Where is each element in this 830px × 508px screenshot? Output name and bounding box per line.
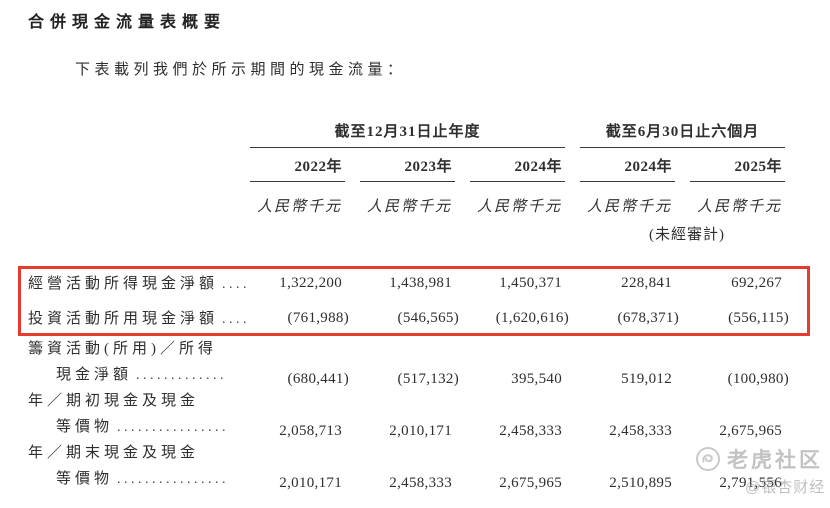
value-cell: 2,010,171 bbox=[279, 475, 342, 491]
unit-label: 人民幣千元 bbox=[697, 199, 783, 215]
unaudited-cell: (未經審計) bbox=[565, 216, 724, 244]
table-row: 經營活動所得現金淨額.... 1,322,200 1,438,981 1,450,37… bbox=[25, 266, 785, 301]
row-label: 年／期末現金及現金 等價物................ bbox=[28, 445, 230, 487]
unit-row: 人民幣千元 人民幣千元 人民幣千元 人民幣千元 人民幣千元 bbox=[25, 182, 785, 216]
unit-label: 人民幣千元 bbox=[476, 199, 562, 215]
row-label: 投資活動所用現金淨額.... bbox=[28, 310, 251, 327]
dot-leader: ................ bbox=[117, 472, 230, 487]
row-label: 年／期初現金及現金 等價物................ bbox=[28, 393, 230, 435]
intro-text: 下表載列我們於所示期間的現金流量： bbox=[75, 62, 407, 78]
empty-cell bbox=[25, 182, 235, 216]
empty-cell bbox=[25, 112, 235, 148]
value-cell: 692,267 bbox=[731, 275, 783, 291]
value-cell: (100,980) bbox=[727, 371, 790, 387]
value-cell: 519,012 bbox=[621, 371, 672, 387]
unit-label: 人民幣千元 bbox=[256, 199, 342, 215]
spacer-row bbox=[25, 244, 785, 266]
unit-label: 人民幣千元 bbox=[366, 199, 452, 215]
value-cell: (761,988) bbox=[287, 310, 349, 326]
value-cell: (678,371) bbox=[617, 310, 679, 326]
value-cell: 1,450,371 bbox=[499, 275, 562, 291]
year-header-2023: 2023年 bbox=[360, 155, 455, 182]
year-header-2024-interim: 2024年 bbox=[580, 155, 675, 182]
year-header-2025: 2025年 bbox=[690, 155, 786, 182]
cashflow-table: 截至12月31日止年度 截至6月30日止六個月 2022年 2023年 2024… bbox=[25, 112, 790, 492]
col-group-annual-cell: 截至12月31日止年度 bbox=[235, 112, 565, 148]
row-label: 經營活動所得現金淨額.... bbox=[28, 275, 251, 292]
value-cell: (546,565) bbox=[397, 310, 459, 326]
page-title: 合併現金流量表概要 bbox=[28, 14, 227, 31]
dot-leader: .... bbox=[222, 311, 251, 327]
table-row: 籌資活動(所用)／所得 現金淨額............. (680,441) (51… bbox=[25, 336, 790, 388]
dot-leader: ............. bbox=[136, 368, 228, 383]
value-cell: (517,132) bbox=[397, 371, 459, 387]
unaudited-note: (未經審計) bbox=[649, 227, 725, 243]
value-cell: 395,540 bbox=[511, 371, 562, 387]
value-cell: (556,115) bbox=[728, 310, 790, 326]
col-group-annual: 截至12月31日止年度 bbox=[250, 120, 565, 148]
value-cell: 2,010,171 bbox=[389, 423, 452, 439]
value-cell: 1,322,200 bbox=[279, 275, 342, 291]
unit-label: 人民幣千元 bbox=[586, 199, 672, 215]
value-cell: 2,510,895 bbox=[609, 475, 672, 491]
value-cell: (1,620,616) bbox=[495, 310, 569, 326]
value-cell: 2,058,713 bbox=[279, 423, 342, 439]
value-cell: 2,458,333 bbox=[499, 423, 562, 439]
value-cell: 2,458,333 bbox=[609, 423, 672, 439]
value-cell: 2,791,556 bbox=[719, 475, 783, 491]
value-cell: 228,841 bbox=[621, 275, 672, 291]
year-header-row: 2022年 2023年 2024年 2024年 2025年 bbox=[25, 148, 786, 182]
year-header-2022: 2022年 bbox=[250, 155, 345, 182]
value-cell: 2,458,333 bbox=[389, 475, 452, 491]
value-cell: 1,438,981 bbox=[389, 275, 452, 291]
table-row: 年／期初現金及現金 等價物................ 2,058,713 2,0… bbox=[25, 388, 785, 440]
year-header-2024: 2024年 bbox=[470, 155, 565, 182]
dot-leader: .... bbox=[222, 276, 251, 292]
row-label: 籌資活動(所用)／所得 現金淨額............. bbox=[28, 341, 228, 383]
col-group-interim-cell: 截至6月30日止六個月 bbox=[565, 112, 786, 148]
unaudited-row: (未經審計) bbox=[25, 216, 785, 244]
table-body: 經營活動所得現金淨額.... 1,322,200 1,438,981 1,450,37… bbox=[25, 266, 790, 492]
dot-leader: ................ bbox=[117, 420, 230, 435]
value-cell: 2,675,965 bbox=[499, 475, 562, 491]
column-group-row: 截至12月31日止年度 截至6月30日止六個月 bbox=[25, 112, 786, 148]
empty-cell bbox=[25, 148, 235, 182]
col-group-interim: 截至6月30日止六個月 bbox=[580, 120, 786, 148]
value-cell: (680,441) bbox=[287, 371, 349, 387]
table-row: 投資活動所用現金淨額.... (761,988) (546,565) (1,620,6… bbox=[25, 301, 790, 336]
table-row: 年／期末現金及現金 等價物................ 2,010,171 2,4… bbox=[25, 440, 785, 492]
empty-cell bbox=[25, 216, 565, 244]
value-cell: 2,675,965 bbox=[719, 423, 783, 439]
